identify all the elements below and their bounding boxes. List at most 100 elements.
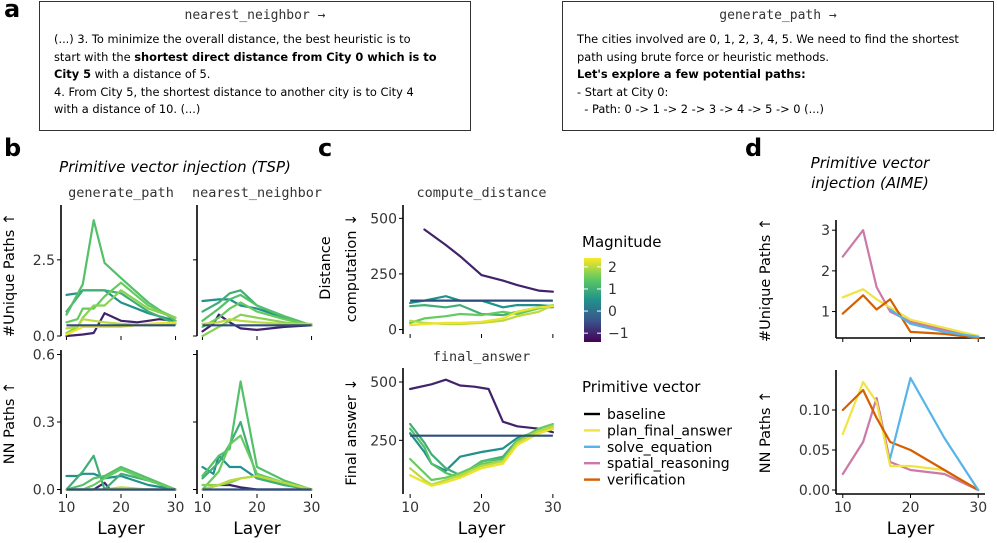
colorbar-tick-label: −1 — [608, 326, 629, 342]
magnitude-legend: Magnitude 2 1 0 −1 — [582, 233, 661, 342]
generate-path-box-title: generate_path → — [719, 8, 837, 23]
series-line — [201, 289, 313, 327]
plots-layer: generate_path 0.0 2.5 #Unique Paths ↑ neares… — [2, 185, 987, 539]
text-line: start with the shortest direct distance … — [54, 49, 437, 64]
chart-c-compute-distance: compute_distance 0 250 500 Distance computati… — [318, 185, 555, 339]
series-line — [409, 304, 555, 324]
series-line — [409, 427, 555, 487]
y-tick-label: 500 — [370, 375, 397, 391]
series-line — [201, 318, 313, 325]
y-tick-label: 2.5 — [33, 253, 55, 269]
y-tick-label: 1 — [821, 305, 830, 321]
chart-b-unique-generate-path: generate_path 0.0 2.5 #Unique Paths ↑ — [2, 185, 177, 345]
x-tick-label: 20 — [902, 500, 920, 516]
text-line: - Path: 0 -> 1 -> 2 -> 3 -> 4 -> 5 -> 0 … — [577, 102, 824, 116]
legend-label-baseline: baseline — [607, 407, 666, 423]
x-tick-label: 10 — [58, 500, 76, 516]
y-axis-label: Final answer ↓ — [344, 378, 360, 485]
y-tick-label: 0.3 — [33, 415, 55, 431]
panel-b-title: Primitive vector injection (TSP) — [59, 158, 291, 176]
nearest-neighbor-box: nearest_neighbor → (...) 3. To minimize … — [39, 1, 471, 131]
series-line-spatial-reasoning — [841, 396, 980, 492]
chart-d-nn-paths: 0.00 0.05 0.10 10 20 30 NN Paths ↑ Layer — [758, 370, 987, 539]
series-line-verification — [841, 294, 980, 340]
series-line-verification — [841, 388, 980, 492]
series-line — [65, 321, 177, 336]
x-axis-label: Layer — [887, 519, 934, 539]
y-tick-label: 250 — [370, 433, 397, 449]
x-tick-label: 30 — [167, 500, 185, 516]
series-line — [65, 312, 177, 338]
y-tick-label: 2 — [821, 264, 830, 280]
legend-label-verification: verification — [607, 473, 685, 489]
chart-c-final-answer: final_answer 250 500 10 20 30 Final answer ↓ La… — [344, 349, 562, 539]
panel-d-title: Primitive vector injection (AIME) — [810, 154, 930, 192]
legend-label-solve-equation: solve_equation — [607, 440, 712, 456]
y-axis-label: Distance — [318, 236, 334, 299]
series-line — [65, 289, 177, 325]
y-axis-label: computation ↓ — [344, 214, 360, 322]
series-line — [409, 425, 555, 486]
colorbar-tick-label: 0 — [608, 304, 617, 320]
panel-label-d: d — [745, 134, 763, 162]
y-tick-label: 0.05 — [799, 443, 830, 459]
series-group — [841, 376, 980, 492]
y-tick-label: 0.6 — [33, 348, 55, 364]
series-line — [201, 380, 313, 491]
text-line: path using brute force or heuristic meth… — [577, 49, 829, 64]
y-tick-label: 3 — [821, 223, 830, 239]
series-line-plan-final-answer — [841, 288, 980, 338]
series-line — [65, 465, 177, 491]
x-axis-label: Layer — [233, 519, 280, 539]
y-tick-label: 0.00 — [799, 483, 830, 499]
colorbar-tick-label: 2 — [608, 260, 617, 276]
panel-label-a: a — [4, 0, 21, 23]
series-group — [841, 229, 980, 340]
facet-title: compute_distance — [416, 185, 546, 201]
chart-b-unique-nearest-neighbor: nearest_neighbor — [192, 185, 322, 340]
x-tick-label: 10 — [194, 500, 212, 516]
y-tick-label: 250 — [370, 267, 397, 283]
generate-path-box-text: The cities involved are 0, 1, 2, 3, 4, 5… — [577, 31, 983, 119]
text-line: with a distance of 10. (...) — [54, 102, 201, 116]
series-group — [201, 380, 313, 491]
primitive-legend: Primitive vector baselineplan_final_answ… — [582, 378, 732, 489]
series-group — [201, 289, 313, 338]
series-line — [201, 474, 313, 491]
y-axis-label: NN Paths ↑ — [758, 391, 774, 473]
y-axis-label: #Unique Paths ↑ — [2, 213, 18, 337]
x-tick-label: 10 — [401, 500, 419, 516]
series-line — [201, 313, 313, 338]
series-group — [409, 378, 555, 487]
y-tick-label: 0 — [388, 323, 397, 339]
primitive-legend-items: baselineplan_final_answersolve_equations… — [584, 407, 732, 489]
nearest-neighbor-box-title: nearest_neighbor → — [184, 8, 326, 23]
legend-label-plan-final-answer: plan_final_answer — [607, 423, 732, 439]
chart-d-unique-paths: 1 2 3 #Unique Paths ↑ — [758, 218, 985, 342]
x-tick-label: 20 — [248, 500, 266, 516]
y-tick-label: 0.0 — [33, 483, 55, 499]
x-tick-label: 10 — [834, 500, 852, 516]
text-line: 4. From City 5, the shortest distance to… — [54, 84, 414, 99]
colorbar-tick-label: 1 — [608, 282, 617, 298]
facet-title: nearest_neighbor — [192, 185, 322, 201]
series-line — [201, 293, 313, 327]
y-tick-label: 500 — [370, 211, 397, 227]
chart-b-nn-generate-path: 0.0 0.3 0.6 10 20 30 NN Paths ↑ — [2, 348, 184, 517]
series-line — [409, 422, 555, 482]
series-line — [65, 281, 177, 324]
series-line — [423, 228, 555, 293]
series-line — [65, 219, 177, 322]
x-axis-label: Layer — [97, 519, 144, 539]
text-line: - Start at City 0: — [577, 84, 669, 99]
facet-title: generate_path — [68, 185, 174, 201]
series-group — [65, 219, 177, 338]
text-line: City 5 with a distance of 5. — [54, 67, 211, 81]
x-tick-label: 30 — [303, 500, 321, 516]
generate-path-box: generate_path → The cities involved are … — [562, 1, 994, 131]
legend-label-spatial-reasoning: spatial_reasoning — [607, 456, 730, 472]
x-tick-label: 20 — [112, 500, 130, 516]
series-line-spatial-reasoning — [841, 229, 980, 338]
x-tick-label: 30 — [969, 500, 987, 516]
